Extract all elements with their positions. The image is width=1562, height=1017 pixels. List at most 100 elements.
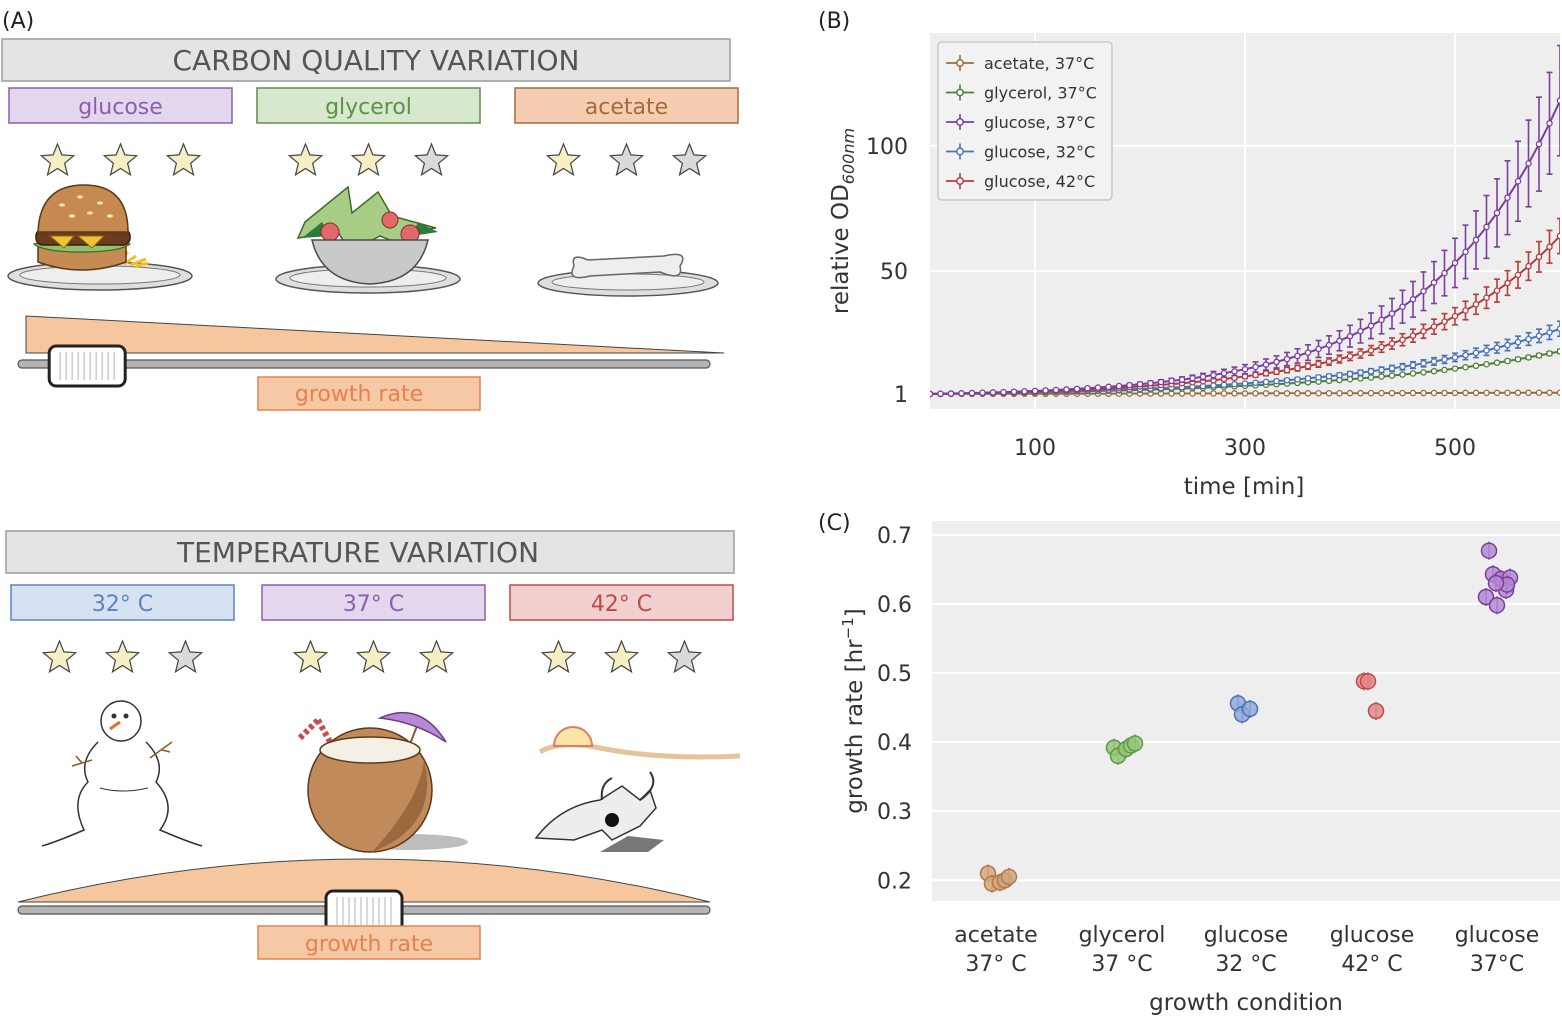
panel-c-point bbox=[1480, 542, 1498, 559]
panel-b-point bbox=[1010, 388, 1018, 395]
panel-b-point bbox=[1336, 355, 1343, 363]
panel-b-point bbox=[1420, 360, 1427, 367]
carbon-box-label-2: acetate bbox=[585, 95, 668, 120]
panel-c-y-tick-label: 0.5 bbox=[877, 662, 912, 687]
panel-b-point bbox=[1367, 322, 1375, 330]
temperature-growth-rate-label: growth rate bbox=[305, 932, 433, 957]
panel-c-category-line2: 42° C bbox=[1341, 952, 1402, 977]
panel-b-point bbox=[1220, 369, 1228, 377]
panel-b-point bbox=[1346, 370, 1354, 378]
panel-b-point bbox=[1546, 329, 1553, 336]
panel-c-category-line1: glucose bbox=[1330, 923, 1415, 948]
carbon-growth-rate-box bbox=[257, 376, 481, 411]
panel-b-point bbox=[1441, 269, 1448, 277]
panel-b-point bbox=[1031, 387, 1039, 395]
panel-b-point bbox=[1472, 389, 1480, 397]
panel-b-point bbox=[1441, 389, 1448, 397]
panel-b-point bbox=[1346, 332, 1354, 340]
panel-c-label: (C) bbox=[818, 511, 851, 536]
panel-b-label: (B) bbox=[818, 9, 850, 34]
temperature-star-2-1 bbox=[603, 639, 640, 674]
panel-b-point bbox=[1315, 374, 1322, 381]
panel-b-point bbox=[1346, 353, 1354, 360]
panel-b-point bbox=[1430, 279, 1438, 286]
temperature-star-2-2 bbox=[666, 639, 703, 674]
panel-b-point bbox=[1409, 296, 1417, 303]
panel-b-point bbox=[1483, 347, 1490, 354]
panel-b-legend-frame bbox=[937, 41, 1113, 201]
snowman-icon bbox=[41, 700, 203, 847]
carbon-star-0-0 bbox=[39, 142, 76, 177]
panel-b-point bbox=[1399, 371, 1406, 378]
panel-b-point bbox=[1451, 313, 1459, 320]
panel-b-point bbox=[1430, 389, 1438, 397]
panel-b-point bbox=[1483, 294, 1490, 301]
panel-b-point bbox=[1252, 363, 1259, 371]
panel-b-point bbox=[1504, 194, 1511, 201]
panel-b-point bbox=[1273, 358, 1280, 366]
panel-b-point bbox=[1399, 303, 1406, 310]
panel-b-point bbox=[1199, 373, 1207, 380]
legend-swatch-marker bbox=[956, 118, 964, 126]
panel-b-ylabel-sub: 600nm bbox=[839, 128, 858, 184]
panel-b-legend: acetate, 37°C glycerol, 37°C glucose, 37°C… bbox=[937, 41, 1113, 201]
panel-b-point bbox=[1493, 209, 1501, 217]
panel-c-y-tick-label: 0.2 bbox=[877, 869, 912, 894]
panel-b-point bbox=[1472, 236, 1480, 244]
panel-b-point bbox=[1315, 360, 1322, 368]
panel-b-point bbox=[1483, 223, 1490, 231]
panel-b-point bbox=[1472, 301, 1480, 308]
panel-b-point bbox=[1262, 378, 1270, 386]
carbon-star-1-0 bbox=[287, 142, 324, 177]
panel-c-point bbox=[1488, 597, 1506, 614]
temperature-boxes: 32° C 37° C 42° C bbox=[10, 584, 734, 621]
legend-swatch-marker bbox=[956, 177, 964, 185]
legend-entry-4: glucose, 42°C bbox=[984, 172, 1095, 191]
panel-c-category-line1: acetate bbox=[954, 923, 1037, 948]
panel-b-point bbox=[1378, 373, 1385, 380]
panel-b-point bbox=[1094, 384, 1102, 391]
panel-b-point bbox=[1168, 377, 1175, 385]
desert-sun-icon bbox=[534, 726, 741, 852]
carbon-boxes: glucose glycerol acetate bbox=[8, 87, 739, 124]
panel-b-point bbox=[1178, 376, 1186, 383]
panel-c-point bbox=[1000, 868, 1018, 886]
panel-b-point bbox=[1462, 248, 1469, 256]
panel-b-point bbox=[1325, 389, 1333, 397]
temperature-star-2-0 bbox=[540, 639, 577, 674]
panel-b-point bbox=[1042, 387, 1049, 394]
panel-b-point bbox=[1420, 369, 1427, 376]
temperature-star-1-2 bbox=[418, 639, 455, 674]
panel-b-point bbox=[1189, 374, 1196, 382]
panel-b-point bbox=[1294, 364, 1301, 372]
legend-entry-0: acetate, 37°C bbox=[984, 54, 1094, 73]
panel-b-point bbox=[1399, 336, 1406, 343]
panel-b-point bbox=[1535, 140, 1543, 148]
panel-b-point bbox=[1504, 279, 1511, 287]
panel-b-point bbox=[1220, 381, 1228, 389]
panel-c-point bbox=[1367, 702, 1385, 720]
panel-b: (B) 100 300 500 1 50 100 time [min] relative … bbox=[818, 9, 1560, 500]
panel-b-point bbox=[1451, 365, 1459, 372]
panel-b-point bbox=[1493, 344, 1501, 352]
carbon-slider-handle bbox=[47, 344, 127, 388]
temperature-star-0-1 bbox=[104, 639, 141, 674]
carbon-star-1-2 bbox=[413, 142, 450, 177]
panel-c: (C) 0.2 0.3 0.4 0.5 0.6 0.7 acetate 37° C glycer… bbox=[818, 511, 1560, 1016]
panel-b-point bbox=[1483, 361, 1490, 368]
panel-b-point bbox=[1241, 380, 1249, 387]
salad-icon bbox=[275, 185, 461, 294]
temperature-box-label-1: 37° C bbox=[343, 592, 404, 617]
legend-entry-2: glucose, 37°C bbox=[984, 113, 1095, 132]
carbon-box-0 bbox=[8, 87, 233, 124]
panel-c-point bbox=[1241, 700, 1259, 718]
panel-b-point bbox=[1346, 376, 1354, 383]
panel-b-series-2 bbox=[930, 44, 1560, 398]
panel-c-category-line2: 37°C bbox=[1470, 952, 1524, 977]
panel-b-ylabel-main: relative OD bbox=[828, 184, 854, 314]
panel-b-point bbox=[1472, 362, 1480, 370]
panel-b-point bbox=[1325, 358, 1333, 365]
panel-b-point bbox=[1210, 371, 1217, 379]
panel-b-point bbox=[1210, 382, 1217, 389]
temperature-box-0 bbox=[10, 584, 235, 621]
